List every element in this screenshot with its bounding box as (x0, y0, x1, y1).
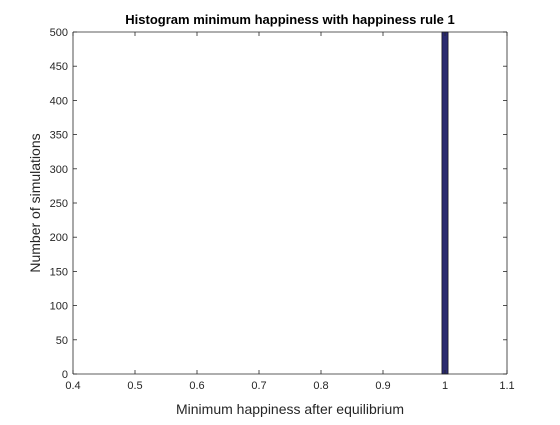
x-tick-label: 1 (442, 380, 448, 392)
y-tick-label: 0 (62, 369, 68, 381)
x-tick-label: 1.1 (499, 380, 514, 392)
bars-group (441, 31, 449, 375)
y-tick-label: 500 (50, 27, 68, 39)
chart-title: Histogram minimum happiness with happine… (125, 12, 454, 27)
y-tick-label: 400 (50, 95, 68, 107)
histogram-bar (441, 31, 449, 375)
y-tick-label: 300 (50, 164, 68, 176)
x-tick-label: 0.8 (313, 380, 328, 392)
y-tick-label: 250 (50, 198, 68, 210)
y-tick-label: 450 (50, 61, 68, 73)
x-tick-label: 0.9 (375, 380, 390, 392)
x-tick-label: 0.4 (65, 380, 80, 392)
x-tick-label: 0.6 (189, 380, 204, 392)
x-axis-title: Minimum happiness after equilibrium (176, 401, 404, 417)
y-tick-label: 350 (50, 130, 68, 142)
y-axis-title: Number of simulations (27, 133, 43, 272)
y-tick-label: 200 (50, 232, 68, 244)
ticks-group: 0.4 0.5 0.6 0.7 0.8 0.9 1 1.1 0 50 100 150 200 250 300… (50, 27, 515, 392)
y-tick-label: 100 (50, 301, 68, 313)
x-tick-label: 0.7 (251, 380, 266, 392)
x-tick-label: 0.5 (127, 380, 142, 392)
y-tick-label: 50 (56, 335, 68, 347)
plot-area (73, 32, 507, 374)
y-tick-label: 150 (50, 266, 68, 278)
